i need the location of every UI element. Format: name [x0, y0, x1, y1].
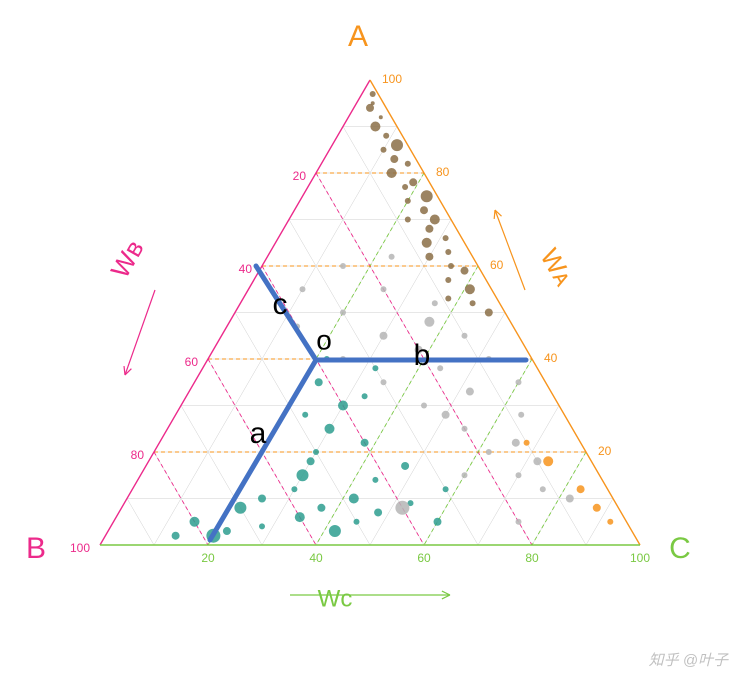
svg-text:20: 20	[598, 444, 612, 458]
svg-text:40: 40	[544, 351, 558, 365]
svg-text:60: 60	[417, 551, 431, 565]
svg-text:Wʙ: Wʙ	[105, 235, 150, 283]
svg-text:60: 60	[185, 355, 199, 369]
svg-text:b: b	[414, 339, 431, 372]
svg-text:c: c	[273, 288, 288, 321]
svg-text:80: 80	[525, 551, 539, 565]
watermark: 知乎 @叶子	[649, 649, 728, 670]
svg-text:a: a	[250, 417, 267, 450]
chart-svg: 20 20 20 40 40 40 60 60 60 80 80 80 100 100 100 co b a A B C…	[0, 0, 740, 678]
svg-text:B: B	[26, 532, 46, 565]
svg-text:80: 80	[131, 448, 145, 462]
svg-text:60: 60	[490, 258, 504, 272]
svg-text:20: 20	[201, 551, 215, 565]
svg-text:100: 100	[70, 541, 90, 555]
svg-text:100: 100	[630, 551, 650, 565]
ternary-chart: 20 20 20 40 40 40 60 60 60 80 80 80 100 100 100 co b a A B C…	[0, 0, 740, 678]
svg-text:80: 80	[436, 165, 450, 179]
svg-text:40: 40	[239, 262, 253, 276]
svg-text:A: A	[348, 20, 368, 53]
svg-text:Wᴀ: Wᴀ	[534, 243, 579, 291]
svg-text:Wc: Wc	[318, 585, 353, 612]
svg-text:C: C	[669, 532, 691, 565]
svg-text:100: 100	[382, 72, 402, 86]
svg-text:o: o	[316, 324, 332, 355]
svg-text:40: 40	[309, 551, 323, 565]
svg-text:20: 20	[293, 169, 307, 183]
